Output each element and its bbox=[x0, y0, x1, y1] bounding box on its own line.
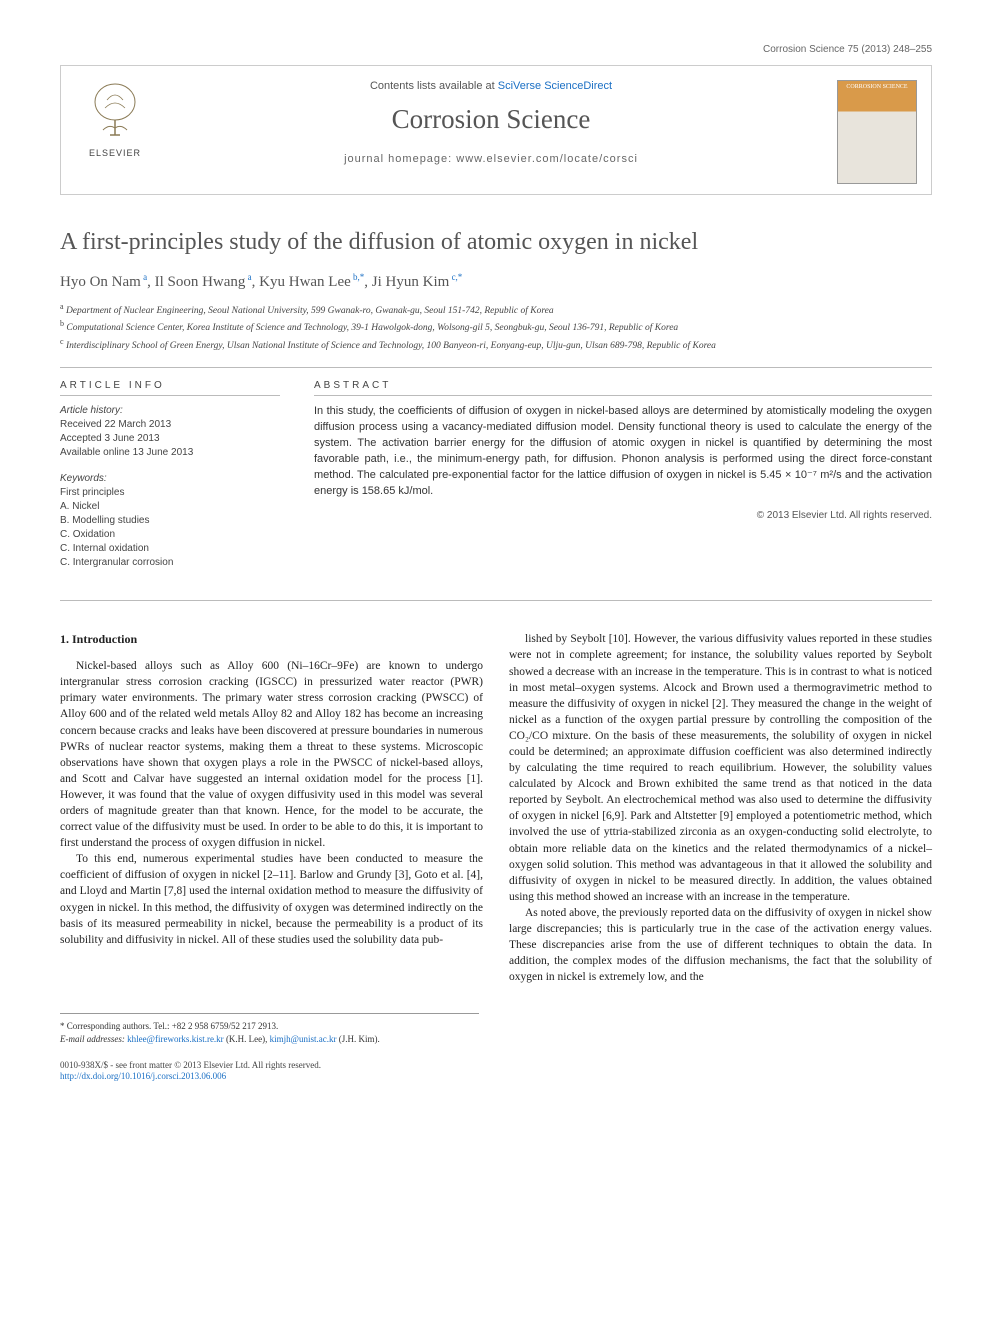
keywords-label: Keywords: bbox=[60, 472, 280, 486]
body-left-column: 1. Introduction Nickel-based alloys such… bbox=[60, 631, 483, 985]
author-list: Hyo On Nam a, Il Soon Hwang a, Kyu Hwan … bbox=[60, 272, 932, 291]
homepage-label: journal homepage: bbox=[344, 153, 456, 165]
article-info-heading: ARTICLE INFO bbox=[60, 380, 280, 396]
journal-cover-thumbnail: CORROSION SCIENCE bbox=[837, 80, 917, 184]
doi-link[interactable]: http://dx.doi.org/10.1016/j.corsci.2013.… bbox=[60, 1071, 226, 1081]
body-paragraph: As noted above, the previously reported … bbox=[509, 905, 932, 985]
author-3: Kyu Hwan Lee bbox=[259, 274, 351, 290]
affiliation-a: a Department of Nuclear Engineering, Seo… bbox=[60, 301, 932, 318]
running-header: Corrosion Science 75 (2013) 248–255 bbox=[60, 44, 932, 55]
keyword: C. Intergranular corrosion bbox=[60, 556, 280, 570]
keyword: B. Modelling studies bbox=[60, 514, 280, 528]
author-3-aff: b,* bbox=[351, 272, 365, 282]
footnotes: * Corresponding authors. Tel.: +82 2 958… bbox=[60, 1013, 479, 1045]
journal-name: Corrosion Science bbox=[171, 104, 811, 135]
history-received: Received 22 March 2013 bbox=[60, 418, 280, 432]
article-history: Article history: Received 22 March 2013 … bbox=[60, 404, 280, 460]
email-who-2: (J.H. Kim). bbox=[339, 1034, 380, 1044]
keyword: First principles bbox=[60, 486, 280, 500]
author-2-aff: a bbox=[245, 272, 251, 282]
contents-line: Contents lists available at SciVerse Sci… bbox=[171, 80, 811, 92]
contents-prefix: Contents lists available at bbox=[370, 80, 498, 92]
body-right-column: lished by Seybolt [10]. However, the var… bbox=[509, 631, 932, 985]
email-who-1: (K.H. Lee), bbox=[226, 1034, 267, 1044]
abstract-copyright: © 2013 Elsevier Ltd. All rights reserved… bbox=[314, 510, 932, 521]
author-2: Il Soon Hwang bbox=[155, 274, 246, 290]
corresponding-note: * Corresponding authors. Tel.: +82 2 958… bbox=[60, 1020, 479, 1033]
affiliation-c: c Interdisciplinary School of Green Ener… bbox=[60, 336, 932, 353]
page-footer: 0010-938X/$ - see front matter © 2013 El… bbox=[60, 1060, 932, 1083]
elsevier-label: ELSEVIER bbox=[75, 148, 155, 158]
keyword: C. Internal oxidation bbox=[60, 542, 280, 556]
abstract-heading: ABSTRACT bbox=[314, 380, 932, 396]
issn-line: 0010-938X/$ - see front matter © 2013 El… bbox=[60, 1060, 932, 1072]
abstract-column: ABSTRACT In this study, the coefficients… bbox=[314, 380, 932, 582]
email-link-1[interactable]: khlee@fireworks.kist.re.kr bbox=[127, 1034, 224, 1044]
body-paragraph: To this end, numerous experimental studi… bbox=[60, 851, 483, 948]
affiliation-b: b Computational Science Center, Korea In… bbox=[60, 318, 932, 335]
elsevier-logo: ELSEVIER bbox=[75, 80, 155, 158]
article-title: A first-principles study of the diffusio… bbox=[60, 229, 932, 256]
body-paragraph: lished by Seybolt [10]. However, the var… bbox=[509, 631, 932, 905]
article-info-sidebar: ARTICLE INFO Article history: Received 2… bbox=[60, 380, 280, 582]
history-label: Article history: bbox=[60, 404, 280, 418]
email-link-2[interactable]: kimjh@unist.ac.kr bbox=[270, 1034, 337, 1044]
keywords-block: Keywords: First principles A. Nickel B. … bbox=[60, 472, 280, 570]
body-paragraph: Nickel-based alloys such as Alloy 600 (N… bbox=[60, 658, 483, 851]
author-4: Ji Hyun Kim bbox=[372, 274, 450, 290]
cover-title: CORROSION SCIENCE bbox=[841, 84, 913, 90]
history-online: Available online 13 June 2013 bbox=[60, 446, 280, 460]
body-columns: 1. Introduction Nickel-based alloys such… bbox=[60, 631, 932, 985]
journal-homepage: journal homepage: www.elsevier.com/locat… bbox=[171, 153, 811, 165]
abstract-text: In this study, the coefficients of diffu… bbox=[314, 404, 932, 500]
author-1-aff: a bbox=[141, 272, 147, 282]
author-1: Hyo On Nam bbox=[60, 274, 141, 290]
elsevier-tree-icon bbox=[85, 80, 145, 140]
homepage-url[interactable]: www.elsevier.com/locate/corsci bbox=[456, 153, 638, 165]
section-1-heading: 1. Introduction bbox=[60, 631, 483, 648]
author-4-aff: c,* bbox=[449, 272, 462, 282]
email-line: E-mail addresses: khlee@fireworks.kist.r… bbox=[60, 1033, 479, 1046]
history-accepted: Accepted 3 June 2013 bbox=[60, 432, 280, 446]
sciencedirect-link[interactable]: SciVerse ScienceDirect bbox=[498, 80, 612, 92]
journal-banner: ELSEVIER Contents lists available at Sci… bbox=[60, 65, 932, 195]
keyword: A. Nickel bbox=[60, 500, 280, 514]
affiliations-block: a Department of Nuclear Engineering, Seo… bbox=[60, 301, 932, 368]
keyword: C. Oxidation bbox=[60, 528, 280, 542]
emails-label: E-mail addresses: bbox=[60, 1034, 125, 1044]
